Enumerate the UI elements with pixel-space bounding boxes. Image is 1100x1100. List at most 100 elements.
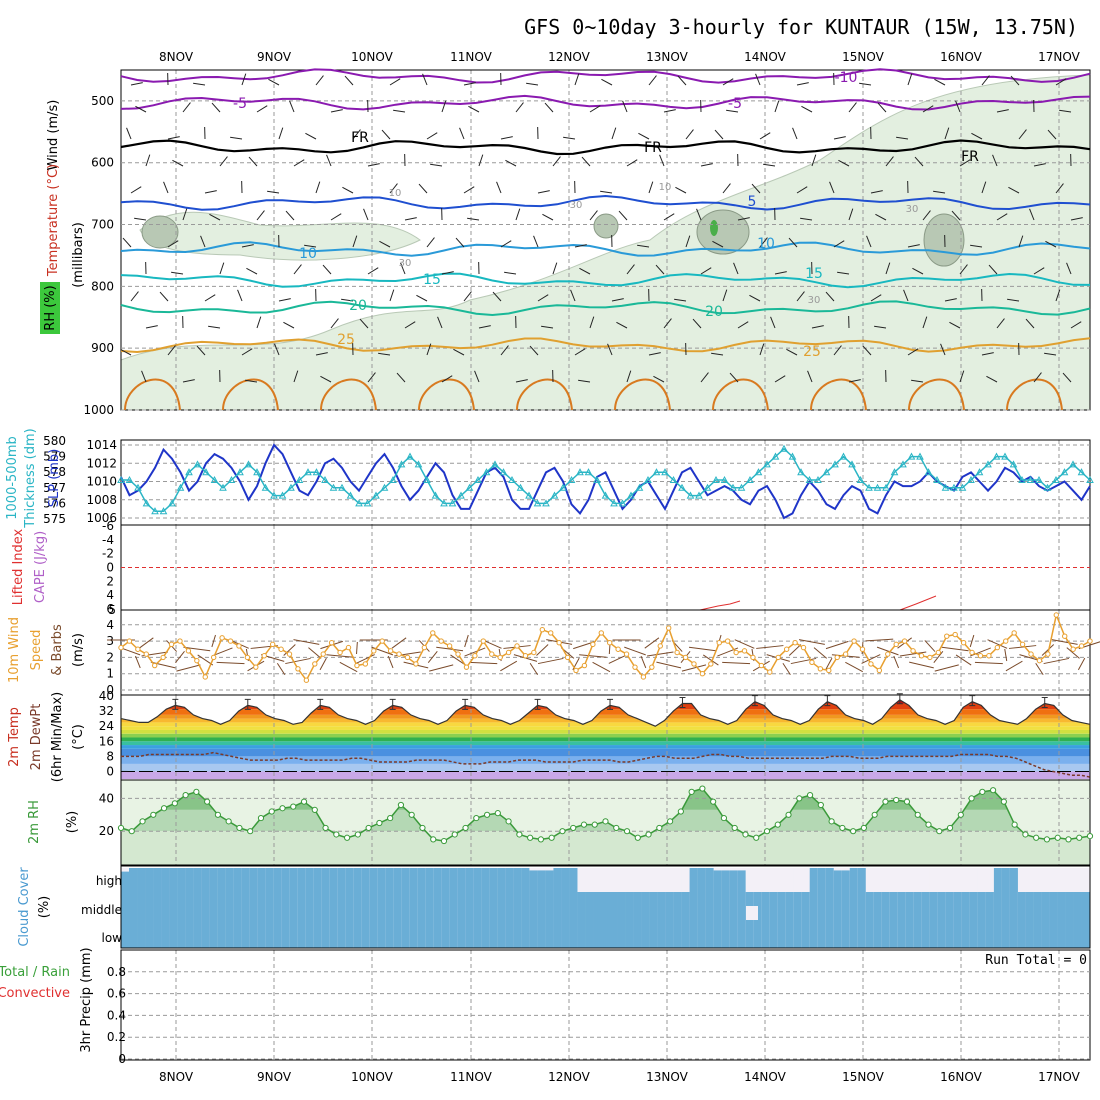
wind-barb-upper xyxy=(1045,240,1057,248)
cloud-cell xyxy=(513,868,522,892)
label-thickness-range: 1000-500mb xyxy=(5,436,20,520)
cloud-cell xyxy=(257,892,266,920)
wind-barb-upper xyxy=(759,343,765,356)
wind-barb-10m xyxy=(319,657,327,671)
cloud-cell xyxy=(593,892,602,920)
day-label-top: 8NOV xyxy=(159,50,194,64)
cloud-cell xyxy=(465,920,474,948)
cloud-tick-1: middle xyxy=(81,903,122,917)
wind-speed-point xyxy=(194,657,200,664)
pressure-tick-3: 800 xyxy=(91,279,114,293)
cloud-cell xyxy=(697,920,707,948)
wind-speed-point xyxy=(868,661,874,667)
temp-band-12 xyxy=(121,714,1090,719)
wind-speed-point xyxy=(977,653,984,659)
warm-contour-4 xyxy=(516,378,573,411)
label-convective: Convective xyxy=(0,986,70,1001)
wind-barb-10m xyxy=(1035,662,1044,676)
cloud-cell xyxy=(809,868,819,892)
wind-barb-upper xyxy=(167,345,176,356)
wind-speed-point xyxy=(253,664,259,670)
day-label-bottom: 14NOV xyxy=(744,1070,786,1084)
rh-point xyxy=(300,798,308,805)
cloud-cell xyxy=(721,892,731,920)
rh-point xyxy=(602,818,609,825)
thickness-point xyxy=(423,475,431,483)
cloud-cell xyxy=(697,868,707,892)
wind-speed-point xyxy=(328,640,335,646)
rh-point xyxy=(688,788,695,795)
precip-tick-4: 0 xyxy=(118,1052,126,1066)
rh-point xyxy=(667,818,674,825)
slp-tick-0: 1014 xyxy=(86,438,117,452)
wind-barb-10m xyxy=(969,634,975,648)
wind-barb-upper xyxy=(379,240,391,248)
rh-point xyxy=(333,831,340,838)
wind-barb-upper xyxy=(589,105,601,113)
label-barbs: & Barbs xyxy=(50,624,65,676)
wind-barb-upper xyxy=(601,78,613,86)
cloud-gap xyxy=(889,868,899,892)
rh-point xyxy=(796,795,803,802)
thickness-point xyxy=(831,460,839,468)
cloud-gap xyxy=(593,868,602,892)
wind-barb-10m xyxy=(285,657,311,665)
wind-barb-10m xyxy=(469,661,498,665)
cloud-tick-2: low xyxy=(102,931,123,945)
wind-barb-10m xyxy=(782,662,791,676)
cloud-cell xyxy=(169,892,178,920)
cloud-cell xyxy=(889,920,899,948)
wind-barb-upper xyxy=(246,267,258,275)
wind-speed-point xyxy=(1062,633,1068,639)
thickness-point xyxy=(542,499,550,507)
rh-point xyxy=(160,805,168,812)
wind-barb-upper xyxy=(992,154,998,167)
wind-speed-point xyxy=(379,638,385,644)
cloud-cell xyxy=(145,868,154,892)
day-label-bottom: 9NOV xyxy=(257,1070,292,1084)
cloud-gap xyxy=(969,868,979,892)
wind-speed-point xyxy=(1078,643,1085,649)
cloud-cell xyxy=(865,920,875,948)
contour-label: -5 xyxy=(728,96,742,112)
cloud-cell xyxy=(129,920,138,948)
cloud-gap xyxy=(1049,868,1059,892)
cloud-cell xyxy=(481,868,490,892)
wind-speed-point xyxy=(126,638,133,644)
wind-speed-point xyxy=(269,641,276,648)
thickness-point xyxy=(941,483,950,491)
wind-barb-upper xyxy=(130,186,142,194)
wind-barb-10m xyxy=(500,660,518,672)
cloud-cell xyxy=(913,892,923,920)
wind-barb-upper xyxy=(542,213,554,221)
rh-point xyxy=(483,811,491,818)
wind-barb-upper xyxy=(474,370,480,383)
wind-barb-upper xyxy=(648,352,661,356)
cloud-cell xyxy=(601,920,611,948)
cloud-cell xyxy=(825,868,835,892)
wind-speed-point xyxy=(1028,651,1034,657)
thickness-tick-1: 579 xyxy=(43,450,66,464)
cloud-cell xyxy=(777,920,787,948)
thickness-point xyxy=(933,475,941,483)
thickness-point xyxy=(1009,460,1018,468)
cloud-cell xyxy=(393,868,402,892)
wind-barb-upper xyxy=(182,379,195,383)
cloud-gap xyxy=(609,868,619,892)
wind-barb-upper xyxy=(579,267,591,275)
cloud-gap xyxy=(1057,868,1067,892)
wind-barb-upper xyxy=(763,163,776,167)
thickness-point xyxy=(805,475,814,483)
day-label-bottom: 10NOV xyxy=(351,1070,393,1084)
rh-point xyxy=(387,814,394,822)
cloud-cell xyxy=(593,920,602,948)
cloud-cell xyxy=(737,870,747,892)
wind-barb-upper xyxy=(829,181,835,194)
wind-barb-upper xyxy=(986,375,998,383)
wind-barb-upper xyxy=(1055,289,1061,302)
thickness-tick-5: 575 xyxy=(43,512,66,526)
contour-label: 25 xyxy=(337,332,355,348)
temp-minmax-bar xyxy=(751,695,758,707)
wind-speed-point xyxy=(944,633,950,639)
cloud-cell xyxy=(121,892,130,920)
